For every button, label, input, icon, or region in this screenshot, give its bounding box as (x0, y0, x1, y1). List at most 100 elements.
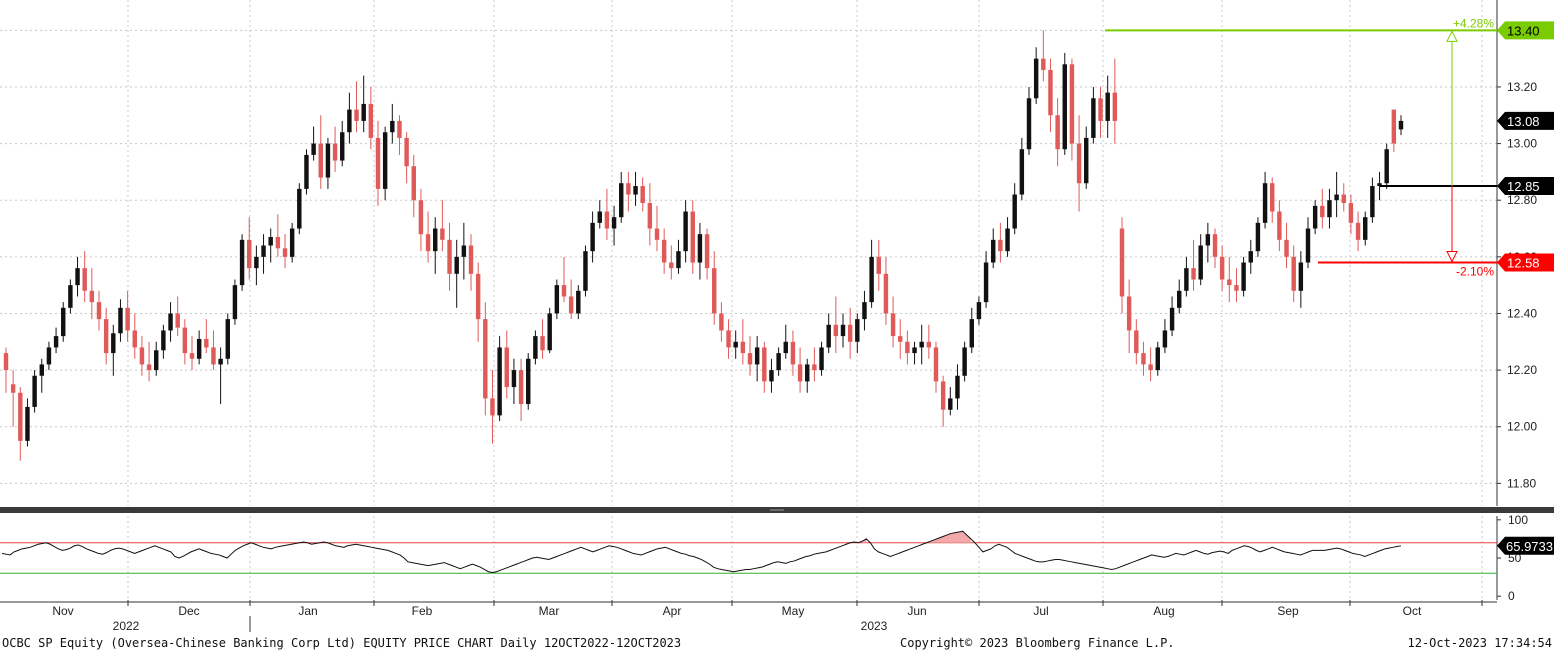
candle-body (1155, 347, 1160, 371)
candle-body (75, 268, 80, 286)
candle-body (3, 353, 9, 371)
candle-body (1055, 115, 1060, 150)
candle-body (619, 183, 624, 218)
candle-body (196, 338, 202, 359)
candle-body (132, 330, 137, 348)
candle-body (247, 239, 252, 269)
candle-body (654, 228, 660, 240)
candle-body (1198, 245, 1203, 280)
candle-body (1084, 137, 1089, 184)
candle-body (1019, 149, 1025, 195)
month-label: Mar (539, 604, 560, 618)
candle-body (118, 307, 123, 334)
candle-body (289, 228, 295, 257)
candle-body (1298, 262, 1304, 291)
candle-body (182, 327, 188, 354)
candle-body (719, 313, 724, 331)
candle-body (368, 103, 374, 138)
high-level-tag-shape (1497, 21, 1554, 40)
candle-body (526, 358, 531, 405)
candle-body (940, 381, 946, 410)
candle-body (554, 285, 560, 314)
chart-svg: 11.8012.0012.2012.4012.6012.8013.0013.20… (0, 0, 1554, 633)
low-level-tag-shape (1497, 253, 1554, 272)
candle-body (583, 251, 588, 291)
last-price-tag-text: 13.08 (1507, 114, 1540, 129)
candle-body (497, 347, 502, 416)
candle-body (883, 273, 889, 314)
price-tick-label: 12.80 (1507, 193, 1537, 207)
candle-body (1091, 98, 1096, 138)
candle-body (1391, 109, 1397, 144)
candle-body (912, 347, 917, 354)
candle-body (812, 364, 817, 371)
low-level-tag-text: 12.58 (1507, 255, 1540, 270)
rsi-value-tag: 65.9733 (1497, 536, 1554, 555)
candle-body (948, 398, 953, 410)
candle-body (483, 319, 488, 399)
candle-body (361, 103, 366, 121)
candle-body (919, 341, 924, 348)
candle-body (139, 347, 145, 365)
candle-body (1205, 234, 1211, 246)
rsi-value-tag-shape (1497, 536, 1554, 555)
candle-body (518, 370, 524, 405)
candle-body (347, 109, 352, 133)
candle-body (783, 341, 788, 354)
candle-body (218, 358, 223, 365)
candle-body (1212, 234, 1218, 257)
candle-body (797, 364, 803, 382)
candle-body (189, 353, 195, 359)
footer-bar: OCBC SP Equity (Oversea-Chinese Banking … (0, 633, 1554, 652)
candle-body (211, 347, 216, 365)
candle-body (232, 285, 238, 320)
month-label: Aug (1153, 604, 1174, 618)
candle-body (1377, 183, 1382, 187)
high-level-tag-text: 13.40 (1507, 23, 1540, 38)
candle-body (204, 338, 209, 348)
candle-body (576, 290, 581, 314)
upside-percent-label: +4.28% (1453, 16, 1494, 30)
rsi-tick-label: 0 (1508, 589, 1515, 603)
candle-body (998, 239, 1003, 252)
month-label: May (782, 604, 805, 618)
candle-body (490, 398, 495, 416)
candle-body (225, 319, 230, 359)
candle-body (590, 222, 595, 252)
candle-body (754, 347, 760, 365)
candle-body (933, 347, 939, 382)
month-label: Nov (52, 604, 73, 618)
candle-body (1277, 211, 1282, 240)
candle-body (125, 307, 130, 331)
month-label: Jan (298, 604, 317, 618)
candle-body (297, 188, 302, 229)
low-level-tag: 12.58 (1497, 253, 1554, 272)
month-label: Oct (1403, 604, 1422, 618)
candle-body (926, 341, 932, 348)
price-tick-label: 13.20 (1507, 80, 1537, 94)
candle-body (676, 251, 681, 269)
candle-body (611, 217, 617, 229)
candle-body (254, 256, 259, 269)
candle-body (805, 364, 810, 382)
candle-body (876, 256, 881, 274)
footer-timestamp: 12-Oct-2023 17:34:54 (1407, 636, 1553, 650)
candle-body (311, 143, 316, 155)
high-level-tag: 13.40 (1497, 21, 1554, 40)
candle-body (1191, 268, 1196, 280)
candle-body (833, 324, 839, 337)
candle-body (1005, 228, 1010, 252)
candle-body (375, 137, 381, 189)
candle-body (111, 333, 116, 354)
candle-body (726, 330, 731, 348)
candle-body (39, 364, 44, 376)
candle-body (905, 341, 910, 354)
candle-body (769, 370, 774, 382)
candle-body (1112, 92, 1118, 121)
candle-body (1219, 256, 1225, 280)
candle-body (776, 353, 781, 371)
candle-body (418, 200, 424, 235)
candle-body (962, 347, 967, 376)
